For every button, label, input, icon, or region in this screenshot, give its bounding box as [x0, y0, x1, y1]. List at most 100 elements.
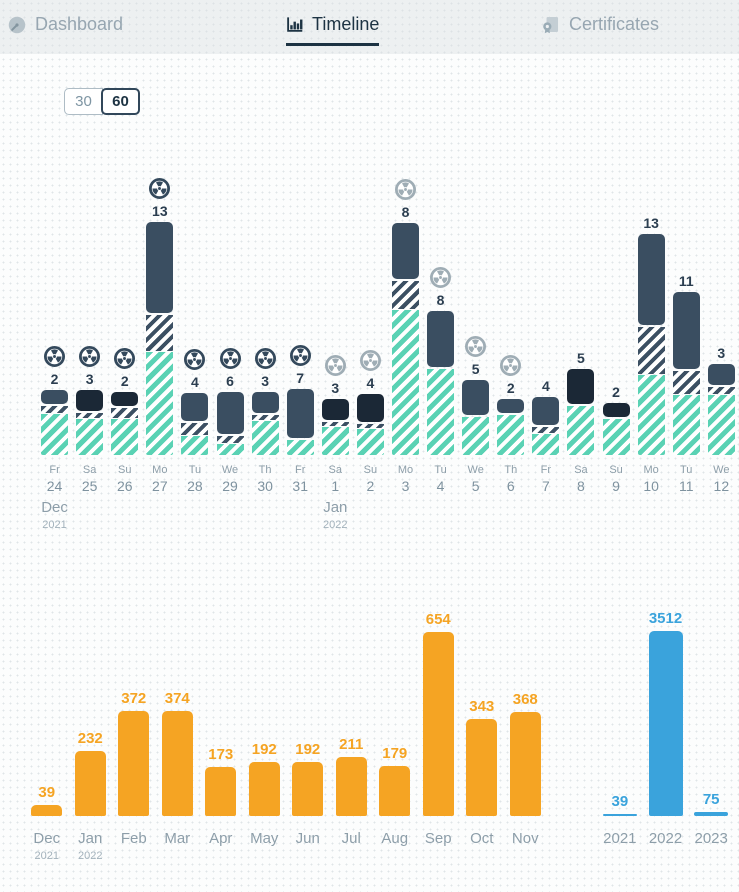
month-column[interactable]: 343 Oct	[460, 600, 504, 866]
month-bar[interactable]	[161, 711, 193, 816]
bar-segment-hatch-teal[interactable]	[146, 352, 174, 455]
bar-segment-hatch-navy[interactable]	[251, 415, 279, 420]
bar-segment-hatch-teal[interactable]	[567, 406, 595, 455]
year-bar[interactable]	[694, 812, 729, 816]
day-column[interactable]: 7 Fr 31	[283, 153, 318, 535]
bar-segment-solid[interactable]	[321, 399, 349, 420]
bar-segment-hatch-teal[interactable]	[602, 419, 630, 455]
month-column[interactable]: 654 Sep	[417, 600, 461, 866]
bar-segment-hatch-teal[interactable]	[251, 421, 279, 455]
bar-segment-hatch-teal[interactable]	[637, 375, 665, 455]
range-option-30[interactable]: 30	[64, 88, 103, 115]
month-bar[interactable]	[379, 766, 411, 816]
day-column[interactable]: 2 Th 6	[493, 153, 528, 535]
month-bar[interactable]	[335, 757, 367, 816]
day-column[interactable]: 2 Fr 24 Dec 2021	[37, 153, 72, 535]
bar-segment-solid[interactable]	[427, 311, 455, 367]
day-column[interactable]: 3 Sa 1 Jan 2022	[318, 153, 353, 535]
bar-segment-solid[interactable]	[286, 389, 314, 438]
bar-segment-hatch-teal[interactable]	[672, 395, 700, 455]
month-column[interactable]: 39 Dec 2021	[25, 600, 69, 866]
bar-segment-hatch-navy[interactable]	[637, 327, 665, 374]
bar-segment-hatch-navy[interactable]	[672, 371, 700, 394]
bar-segment-hatch-teal[interactable]	[427, 369, 455, 455]
month-bar[interactable]	[509, 712, 541, 816]
bar-segment-hatch-navy[interactable]	[707, 387, 735, 394]
bar-segment-solid[interactable]	[216, 392, 244, 434]
day-column[interactable]: 8 Tu 4	[423, 153, 458, 535]
bar-segment-hatch-teal[interactable]	[216, 444, 244, 455]
month-column[interactable]: 374 Mar	[156, 600, 200, 866]
bar-segment-solid[interactable]	[356, 394, 384, 422]
month-column[interactable]: 192 May	[243, 600, 287, 866]
month-column[interactable]: 368 Nov	[504, 600, 548, 866]
bar-segment-hatch-teal[interactable]	[181, 436, 209, 455]
month-column[interactable]: 173 Apr	[199, 600, 243, 866]
month-column[interactable]: 232 Jan 2022	[69, 600, 113, 866]
tab-timeline[interactable]: Timeline	[286, 14, 380, 46]
day-column[interactable]: 4 Su 2	[353, 153, 388, 535]
day-column[interactable]: 6 We 29	[212, 153, 247, 535]
day-column[interactable]: 2 Su 9	[599, 153, 634, 535]
bar-segment-hatch-navy[interactable]	[146, 315, 174, 351]
bar-segment-hatch-teal[interactable]	[41, 414, 69, 455]
bar-segment-solid[interactable]	[391, 223, 419, 279]
year-column[interactable]: 39 2021	[597, 600, 643, 866]
month-bar[interactable]	[31, 805, 63, 816]
year-column[interactable]: 75 2023	[688, 600, 734, 866]
bar-segment-hatch-teal[interactable]	[391, 310, 419, 455]
bar-segment-solid[interactable]	[251, 392, 279, 413]
year-column[interactable]: 3512 2022	[643, 600, 689, 866]
day-column[interactable]: 11 Tu 11	[669, 153, 704, 535]
bar-segment-hatch-teal[interactable]	[286, 440, 314, 455]
day-column[interactable]: 8 Mo 3	[388, 153, 423, 535]
bar-segment-solid[interactable]	[462, 380, 490, 415]
bar-segment-solid[interactable]	[111, 392, 139, 406]
day-column[interactable]: 5 We 5	[458, 153, 493, 535]
day-column[interactable]: 13 Mo 27	[142, 153, 177, 535]
day-column[interactable]: 3 Sa 25	[72, 153, 107, 535]
day-column[interactable]: 2 Su 26	[107, 153, 142, 535]
bar-segment-hatch-navy[interactable]	[356, 424, 384, 428]
year-bar[interactable]	[602, 814, 637, 816]
tab-dashboard[interactable]: Dashboard	[8, 14, 123, 43]
month-column[interactable]: 372 Feb	[112, 600, 156, 866]
day-column[interactable]: 13 Mo 10	[634, 153, 669, 535]
bar-segment-solid[interactable]	[567, 369, 595, 404]
day-column[interactable]: 4 Tu 28	[177, 153, 212, 535]
month-bar[interactable]	[422, 632, 454, 816]
bar-segment-hatch-teal[interactable]	[497, 415, 525, 455]
bar-segment-hatch-teal[interactable]	[532, 434, 560, 455]
bar-segment-solid[interactable]	[41, 390, 69, 404]
bar-segment-solid[interactable]	[532, 397, 560, 425]
bar-segment-solid[interactable]	[707, 364, 735, 385]
month-bar[interactable]	[118, 711, 150, 816]
day-column[interactable]: 4 Fr 7	[528, 153, 563, 535]
bar-segment-solid[interactable]	[637, 234, 665, 325]
bar-segment-solid[interactable]	[76, 390, 104, 411]
bar-segment-solid[interactable]	[181, 393, 209, 421]
bar-segment-hatch-navy[interactable]	[216, 436, 244, 443]
bar-segment-hatch-navy[interactable]	[111, 408, 139, 418]
month-bar[interactable]	[205, 767, 237, 816]
bar-segment-hatch-teal[interactable]	[356, 429, 384, 455]
bar-segment-solid[interactable]	[602, 403, 630, 417]
month-bar[interactable]	[292, 762, 324, 816]
month-column[interactable]: 192 Jun	[286, 600, 330, 866]
month-bar[interactable]	[248, 762, 280, 816]
bar-segment-hatch-teal[interactable]	[321, 427, 349, 455]
range-option-60[interactable]: 60	[101, 88, 140, 115]
day-column[interactable]: 3 We 12	[704, 153, 739, 535]
day-column[interactable]: 5 Sa 8	[563, 153, 598, 535]
bar-segment-hatch-navy[interactable]	[391, 281, 419, 309]
year-bar[interactable]	[648, 631, 683, 816]
month-column[interactable]: 211 Jul	[330, 600, 374, 866]
bar-segment-solid[interactable]	[497, 399, 525, 413]
bar-segment-hatch-navy[interactable]	[532, 427, 560, 433]
bar-segment-hatch-teal[interactable]	[462, 417, 490, 455]
bar-segment-hatch-navy[interactable]	[181, 423, 209, 435]
month-bar[interactable]	[466, 719, 498, 816]
bar-segment-hatch-teal[interactable]	[76, 419, 104, 455]
bar-segment-hatch-teal[interactable]	[111, 419, 139, 455]
bar-segment-hatch-navy[interactable]	[76, 413, 104, 418]
